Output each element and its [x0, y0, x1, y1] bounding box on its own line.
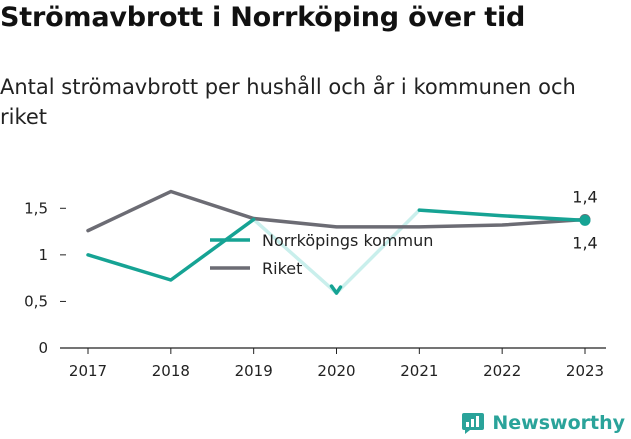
x-tick-label: 2018 — [152, 362, 190, 380]
y-tick-label: 0 — [38, 339, 48, 357]
brand: Newsworthy — [461, 411, 625, 435]
x-tick-label: 2020 — [317, 362, 355, 380]
end-point-kommun — [579, 214, 591, 226]
series-line-riket — [86, 189, 587, 233]
series-line-kommun — [417, 208, 587, 223]
newsworthy-logo-icon — [462, 413, 485, 434]
y-axis-ticks: 0 0,5 1 1,5 — [24, 199, 66, 357]
x-tick-label: 2023 — [566, 362, 604, 380]
legend-label-kommun: Norrköpings kommun — [262, 231, 433, 250]
x-tick-label: 2021 — [400, 362, 438, 380]
chart-subtitle: Antal strömavbrott per hushåll och år i … — [0, 75, 576, 129]
x-tick-label: 2017 — [69, 362, 107, 380]
x-tick-label: 2019 — [235, 362, 273, 380]
legend: Norrköpings kommun Riket — [210, 231, 433, 278]
data-label-riket-2023: 1,4 — [572, 187, 597, 206]
x-axis-ticks: 2017 2018 2019 2020 2021 2022 2023 — [69, 348, 604, 380]
y-tick-label: 1,5 — [24, 199, 48, 217]
data-label-kommun-2023: 1,4 — [572, 233, 597, 252]
series-segment-kommun-faded — [251, 217, 339, 295]
brand-name: Newsworthy — [492, 412, 625, 434]
end-point-marks: 1,4 1,4 — [572, 187, 597, 252]
y-tick-label: 0,5 — [24, 292, 48, 310]
chart-title: Strömavbrott i Norrköping över tid — [0, 2, 526, 33]
legend-label-riket: Riket — [262, 259, 302, 278]
y-tick-label: 1 — [38, 246, 48, 264]
x-tick-label: 2022 — [483, 362, 521, 380]
series-segment-kommun-faded — [334, 208, 422, 295]
series-line-kommun — [86, 217, 256, 282]
series-point-kommun-2020 — [329, 284, 343, 295]
